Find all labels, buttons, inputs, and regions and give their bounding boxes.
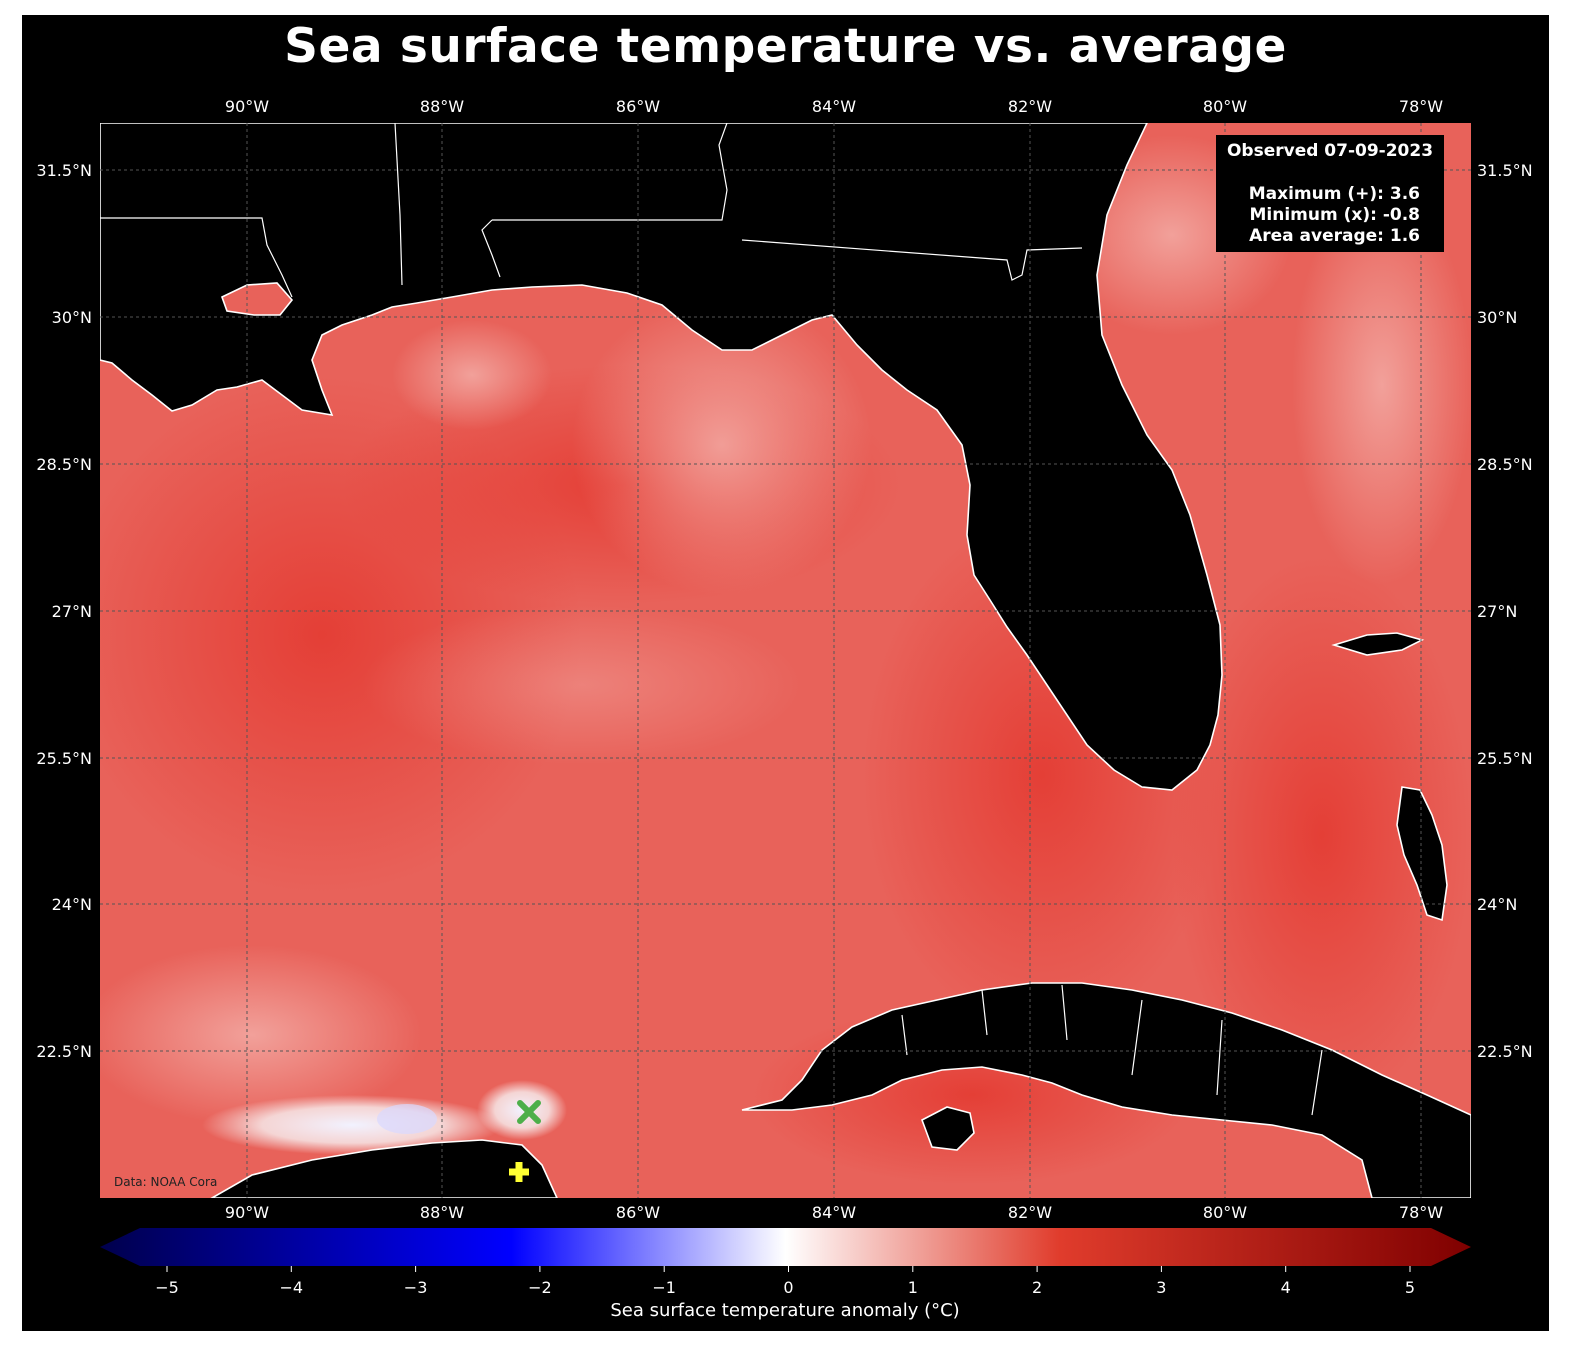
anomaly-field: Data: NOAA Cora	[100, 123, 1471, 1198]
lon-label-bottom: 88°W	[420, 1203, 464, 1222]
maximum-stat: Maximum (+): 3.6	[1248, 184, 1420, 204]
isle-of-youth	[921, 1106, 975, 1151]
maximum-marker-icon	[509, 1162, 529, 1182]
pale-patch-1	[572, 295, 872, 595]
chart-title: Sea surface temperature vs. average	[284, 19, 1287, 74]
figure-frame: Sea surface temperature vs. average	[22, 15, 1549, 1331]
lon-label-bottom: 86°W	[616, 1203, 660, 1222]
land-masses	[100, 123, 1471, 1198]
border-al-fl-west	[481, 219, 501, 278]
pale-patch-2	[392, 320, 552, 430]
colorbar-tick-label: −4	[280, 1278, 304, 1297]
cool-spot	[477, 1080, 567, 1140]
latitude-labels-right: 31.5°N 30°N 28.5°N 27°N 25.5°N 24°N 22.5…	[1477, 161, 1533, 1061]
area-average-stat: Area average: 1.6	[1249, 226, 1420, 246]
lat-label-left: 22.5°N	[36, 1042, 92, 1061]
stats-box: Observed 07-09-2023 Maximum (+): 3.6 Min…	[1216, 135, 1444, 252]
pale-swirl	[362, 605, 802, 765]
lon-label-top: 90°W	[225, 97, 269, 116]
lon-label-bottom: 82°W	[1008, 1203, 1052, 1222]
colorbar-tick-label: −1	[652, 1278, 676, 1297]
lon-label-bottom: 78°W	[1399, 1203, 1443, 1222]
lake-pontchartrain-area	[221, 282, 294, 316]
border-al-ga	[492, 123, 728, 221]
yucatan-land	[210, 1139, 558, 1198]
lon-label-top: 88°W	[420, 97, 464, 116]
colorbar-tick-label: 4	[1281, 1278, 1291, 1297]
lat-label-left: 27°N	[52, 602, 92, 621]
minimum-stat: Minimum (x): -0.8	[1249, 205, 1420, 225]
lat-label-right: 25.5°N	[1477, 749, 1533, 768]
lat-label-left: 25.5°N	[36, 749, 92, 768]
lon-label-top: 86°W	[616, 97, 660, 116]
data-credit: Data: NOAA Cora	[114, 1175, 217, 1189]
colorbar-gradient	[100, 1228, 1471, 1266]
lon-label-bottom: 80°W	[1203, 1203, 1247, 1222]
lon-label-bottom: 84°W	[812, 1203, 856, 1222]
colorbar: −5 −4 −3 −2 −1 0 1 2 3 4 5 Sea surface temperature…	[100, 1228, 1471, 1321]
colorbar-tick-label: 2	[1032, 1278, 1042, 1297]
colorbar-tick-label: 0	[783, 1278, 793, 1297]
map-canvas: Data: NOAA Cora 90°W 88°W 86°W 84°W 82°W…	[36, 97, 1533, 1321]
colorbar-tick-label: 3	[1156, 1278, 1166, 1297]
colorbar-tick-label: 1	[908, 1278, 918, 1297]
lon-label-top: 84°W	[812, 97, 856, 116]
longitude-labels-top: 90°W 88°W 86°W 84°W 82°W 80°W 78°W	[225, 97, 1443, 116]
border-cuba-provinces	[901, 984, 1323, 1116]
colorbar-tick-label: −2	[528, 1278, 552, 1297]
grand-bahama	[1331, 632, 1425, 656]
colorbar-ticks: −5 −4 −3 −2 −1 0 1 2 3 4 5	[155, 1266, 1415, 1297]
lon-label-bottom: 90°W	[225, 1203, 269, 1222]
latitude-labels-left: 31.5°N 30°N 28.5°N 27°N 25.5°N 24°N 22.5…	[36, 161, 92, 1061]
andros-island	[1396, 786, 1448, 922]
pale-patch-3	[100, 945, 422, 1125]
border-ms-al	[394, 123, 403, 286]
lon-label-top: 82°W	[1008, 97, 1052, 116]
colorbar-tick-label: 5	[1405, 1278, 1415, 1297]
lat-label-left: 31.5°N	[36, 161, 92, 180]
border-fl-ga	[741, 239, 1083, 281]
lat-label-right: 31.5°N	[1477, 161, 1533, 180]
lat-label-left: 24°N	[52, 895, 92, 914]
cuba-land	[741, 982, 1471, 1198]
lon-label-top: 78°W	[1399, 97, 1443, 116]
lat-label-right: 30°N	[1477, 308, 1517, 327]
lat-label-right: 28.5°N	[1477, 455, 1533, 474]
colorbar-label: Sea surface temperature anomaly (°C)	[610, 1300, 959, 1321]
graticule	[100, 123, 1471, 1198]
lat-label-right: 27°N	[1477, 602, 1517, 621]
longitude-labels-bottom: 90°W 88°W 86°W 84°W 82°W 80°W 78°W	[225, 1203, 1443, 1222]
lat-label-right: 24°N	[1477, 895, 1517, 914]
political-borders	[100, 123, 1323, 1116]
warm-strait	[1172, 555, 1471, 1115]
lon-label-top: 80°W	[1203, 97, 1247, 116]
cool-blue-core	[377, 1104, 437, 1134]
observed-date: Observed 07-09-2023	[1226, 141, 1434, 161]
us-gulf-coast-land	[100, 123, 1223, 791]
lat-label-right: 22.5°N	[1477, 1042, 1533, 1061]
colorbar-tick-label: −5	[155, 1278, 179, 1297]
colorbar-tick-label: −3	[404, 1278, 428, 1297]
pale-patch-4	[1292, 185, 1471, 585]
lat-label-left: 28.5°N	[36, 455, 92, 474]
minimum-marker-icon	[517, 1100, 541, 1124]
border-ms-la	[100, 217, 293, 298]
lat-label-left: 30°N	[52, 308, 92, 327]
